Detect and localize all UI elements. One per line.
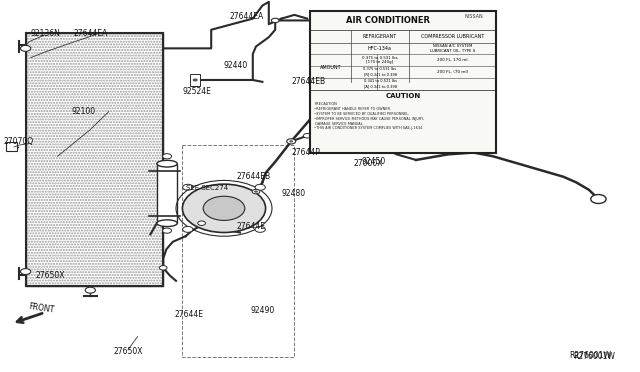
Text: 0.375 to 0.531 lbs
[R] 0.341 to 0.398: 0.375 to 0.531 lbs [R] 0.341 to 0.398 <box>364 67 397 76</box>
Text: 27650X: 27650X <box>113 347 143 356</box>
Bar <box>310 11 496 153</box>
Text: 92440: 92440 <box>224 61 248 70</box>
Circle shape <box>182 184 266 232</box>
Circle shape <box>182 227 193 232</box>
Circle shape <box>159 266 167 270</box>
Circle shape <box>254 190 258 193</box>
Text: 0.375 to 0.531 lbs
[170 to 240g]: 0.375 to 0.531 lbs [170 to 240g] <box>362 55 398 64</box>
Circle shape <box>255 227 266 232</box>
Text: 92100: 92100 <box>71 107 95 116</box>
Text: R276001W: R276001W <box>570 351 611 360</box>
Bar <box>26 33 163 286</box>
Bar <box>182 145 294 357</box>
Text: 27644E: 27644E <box>174 310 204 319</box>
Bar <box>310 11 496 153</box>
Bar <box>190 74 200 86</box>
Text: 27644EA: 27644EA <box>74 29 108 38</box>
Text: REFRIGERANT: REFRIGERANT <box>363 34 397 39</box>
Circle shape <box>198 221 205 225</box>
Text: NISSAN A/C SYSTEM
LUBRICANT OIL, TYPE S: NISSAN A/C SYSTEM LUBRICANT OIL, TYPE S <box>429 44 475 53</box>
Circle shape <box>163 154 172 159</box>
Circle shape <box>85 287 95 293</box>
Bar <box>26 33 163 286</box>
Circle shape <box>20 269 31 275</box>
Text: R276001W: R276001W <box>573 352 614 361</box>
Circle shape <box>303 134 311 138</box>
Circle shape <box>348 50 356 54</box>
Ellipse shape <box>157 160 177 167</box>
Circle shape <box>20 45 31 51</box>
Text: •THIS AIR CONDITIONER SYSTEM COMPLIES WITH SAE-J-1634: •THIS AIR CONDITIONER SYSTEM COMPLIES WI… <box>314 126 422 131</box>
Text: 200 FL. (70 ml): 200 FL. (70 ml) <box>436 70 468 74</box>
Text: AMOUNT: AMOUNT <box>320 64 342 70</box>
Circle shape <box>287 139 296 144</box>
Text: FRONT: FRONT <box>28 302 55 314</box>
Text: 92450: 92450 <box>362 157 386 166</box>
Text: HFC-134a: HFC-134a <box>368 46 392 51</box>
Text: 92480: 92480 <box>282 189 306 198</box>
Circle shape <box>591 195 606 203</box>
Text: 0.341 to 0.521 lbs
[A] 0.341 to 0.398: 0.341 to 0.521 lbs [A] 0.341 to 0.398 <box>364 79 397 88</box>
Text: •SYSTEM TO BE SERVICED BY QUALIFIED PERSONNEL.: •SYSTEM TO BE SERVICED BY QUALIFIED PERS… <box>314 112 410 116</box>
Text: NISSAN: NISSAN <box>465 14 483 19</box>
Circle shape <box>271 18 279 23</box>
Text: 92136N: 92136N <box>31 29 61 38</box>
Text: 27644E: 27644E <box>237 222 266 231</box>
Text: 200 FL. 170 ml.: 200 FL. 170 ml. <box>436 58 468 62</box>
Text: AIR CONDITIONER: AIR CONDITIONER <box>346 16 430 25</box>
Text: 27650X: 27650X <box>35 271 65 280</box>
Text: CAUTION: CAUTION <box>385 93 421 99</box>
Circle shape <box>252 189 260 194</box>
Bar <box>6 142 17 151</box>
Circle shape <box>163 228 172 233</box>
Text: 27070Q: 27070Q <box>3 137 33 146</box>
Text: PRECAUTION: PRECAUTION <box>314 102 337 106</box>
Text: 27644EB: 27644EB <box>237 172 271 181</box>
Text: DAMAGE SERVICE MANUAL.: DAMAGE SERVICE MANUAL. <box>314 122 364 126</box>
Text: 92490: 92490 <box>250 306 275 315</box>
Text: •REFRIGERANT HANDLE REFER TO OWNER.: •REFRIGERANT HANDLE REFER TO OWNER. <box>314 107 391 111</box>
Circle shape <box>182 184 193 190</box>
Circle shape <box>204 196 245 220</box>
Circle shape <box>255 184 266 190</box>
Text: 27644EB: 27644EB <box>291 77 325 86</box>
Text: 92524E: 92524E <box>182 87 211 96</box>
Bar <box>157 164 177 223</box>
Circle shape <box>289 140 293 142</box>
Text: •IMPROPER SERVICE METHODS MAY CAUSE PERSONAL INJURY,: •IMPROPER SERVICE METHODS MAY CAUSE PERS… <box>314 117 424 121</box>
Text: COMPRESSOR LUBRICANT: COMPRESSOR LUBRICANT <box>420 34 484 39</box>
Circle shape <box>193 78 198 81</box>
Text: 27000X: 27000X <box>353 159 383 168</box>
Ellipse shape <box>157 220 177 227</box>
Text: 27644EA: 27644EA <box>229 12 264 21</box>
Text: 27644P: 27644P <box>291 148 320 157</box>
Text: SEE SEC274: SEE SEC274 <box>186 185 228 191</box>
